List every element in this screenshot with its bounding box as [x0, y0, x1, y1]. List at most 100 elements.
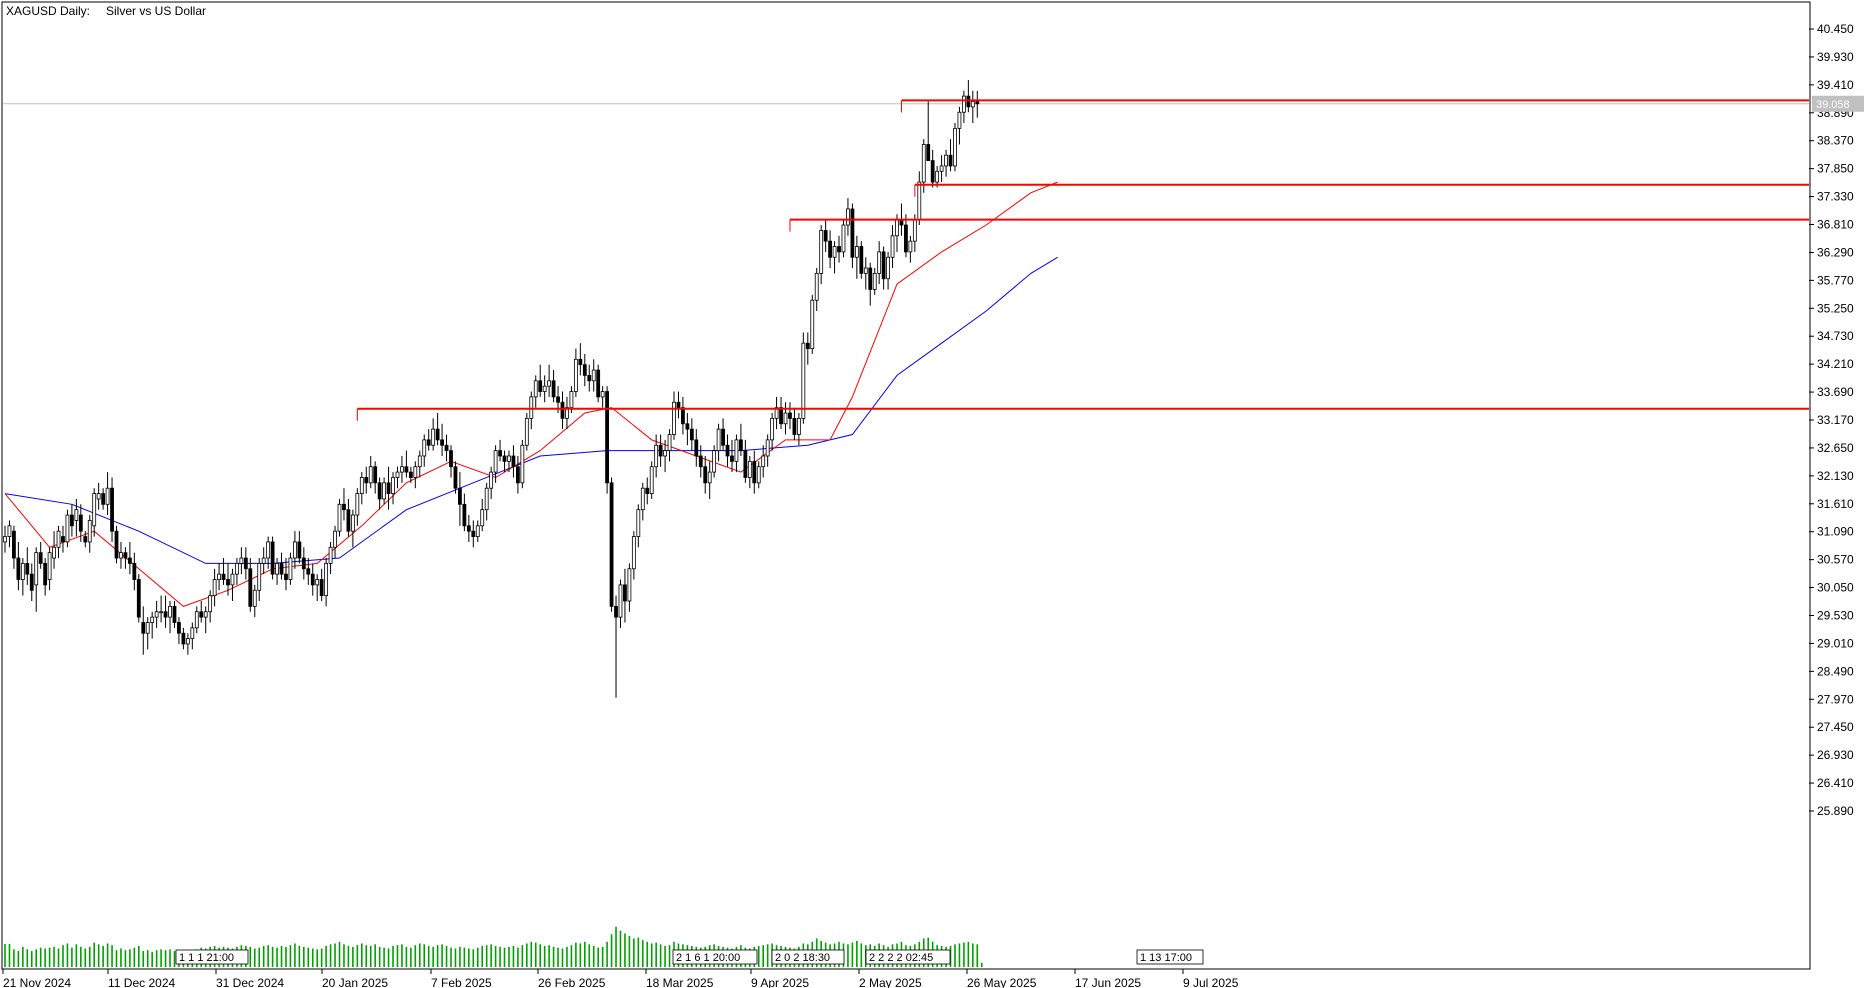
candle-up [168, 605, 172, 618]
candle-down [725, 444, 730, 457]
x-tick-label: 17 Jun 2025 [1075, 976, 1141, 988]
candle-down [132, 563, 137, 580]
candle-up [600, 391, 605, 398]
candles [3, 80, 980, 698]
candle-up [333, 530, 337, 548]
x-axis: 21 Nov 2024 11 Dec 2024 31 Dec 2024 20 Jan … [2, 969, 1239, 988]
candle-down [904, 224, 908, 253]
candle-up [230, 573, 235, 586]
candle-up [854, 246, 859, 258]
candle-up [96, 493, 101, 500]
candle-up [533, 380, 538, 398]
candle-up [7, 525, 12, 537]
candle-up [734, 439, 739, 462]
y-tick-label: 38.370 [1817, 134, 1854, 148]
y-tick-label: 32.130 [1817, 469, 1854, 483]
candle-down [658, 444, 663, 457]
candle-down [70, 514, 74, 527]
candle-down [823, 230, 828, 242]
candle-down [123, 552, 128, 559]
y-tick-label: 26.930 [1817, 748, 1854, 762]
candle-up [953, 127, 957, 167]
candle-down [127, 557, 132, 564]
volume-separator-box [1136, 949, 1204, 965]
candle-up [150, 616, 155, 623]
candle-down [698, 455, 703, 468]
candle-up [34, 552, 39, 586]
horizontal-levels[interactable] [356, 99, 1809, 421]
y-tick-label: 30.570 [1817, 553, 1854, 567]
candle-down [404, 466, 409, 473]
candle-down [743, 450, 748, 478]
candle-down [837, 246, 841, 253]
candle-down [38, 552, 43, 564]
x-tick-label: 11 Dec 2024 [108, 976, 175, 988]
y-tick-label: 33.690 [1817, 385, 1854, 399]
candle-up [890, 235, 895, 258]
candle-down [779, 407, 783, 425]
candle-down [29, 573, 34, 591]
candle-up [565, 407, 569, 419]
candle-up [52, 546, 56, 559]
candle-up [765, 439, 770, 457]
candle-up [921, 144, 926, 183]
candle-up [65, 514, 70, 543]
candle-up [475, 525, 480, 537]
candle-down [614, 605, 618, 618]
candle-up [105, 487, 110, 505]
candle-down [930, 160, 935, 183]
candle-down [377, 482, 382, 500]
y-tick-label: 30.050 [1817, 581, 1854, 595]
candle-down [458, 487, 462, 505]
candle-up [908, 240, 913, 253]
y-tick-label: 35.250 [1817, 301, 1854, 315]
candle-up [640, 487, 645, 511]
x-tick-label: 7 Feb 2025 [431, 976, 492, 988]
candle-down [386, 482, 391, 494]
candle-up [400, 466, 404, 473]
candle-up [266, 541, 271, 559]
candle-up [529, 396, 534, 419]
candle-down [297, 541, 302, 559]
x-tick-label: 2 May 2025 [859, 976, 922, 988]
candle-up [337, 503, 342, 532]
candle-down [83, 536, 88, 543]
volume-separator-label: 2 0 2 18:30 [775, 952, 830, 964]
candle-up [413, 466, 418, 478]
candle-up [957, 111, 962, 129]
candle-down [926, 144, 931, 161]
candle-down [12, 530, 16, 559]
candle-up [761, 455, 766, 468]
candle-up [939, 165, 944, 172]
candle-up [212, 579, 217, 597]
candle-down [694, 439, 699, 457]
candle-up [119, 552, 123, 559]
volume-separator-label: 2 2 2 2 02:45 [869, 952, 933, 964]
y-tick-label: 32.650 [1817, 441, 1854, 455]
y-tick-label: 29.010 [1817, 636, 1854, 650]
candle-down [587, 375, 592, 382]
candle-up [810, 299, 815, 349]
candle-up [185, 638, 190, 645]
candle-up [832, 246, 837, 258]
candle-down [449, 450, 453, 468]
x-tick-label: 20 Jan 2025 [322, 976, 388, 988]
candle-down [498, 450, 502, 457]
candle-down [466, 525, 471, 532]
candle-down [181, 632, 186, 645]
candle-up [74, 509, 79, 521]
y-tick-label: 29.530 [1817, 609, 1854, 623]
candle-up [252, 589, 257, 607]
candle-up [92, 493, 97, 527]
candle-up [159, 611, 164, 614]
candle-up [328, 546, 333, 564]
volume-separator-box [771, 949, 845, 965]
candle-down [605, 391, 609, 484]
candle-up [359, 477, 364, 494]
candle-down [101, 493, 106, 505]
y-tick-label: 39.930 [1817, 50, 1854, 64]
candle-down [226, 579, 230, 586]
candle-up [573, 358, 578, 392]
candle-up [292, 541, 297, 559]
